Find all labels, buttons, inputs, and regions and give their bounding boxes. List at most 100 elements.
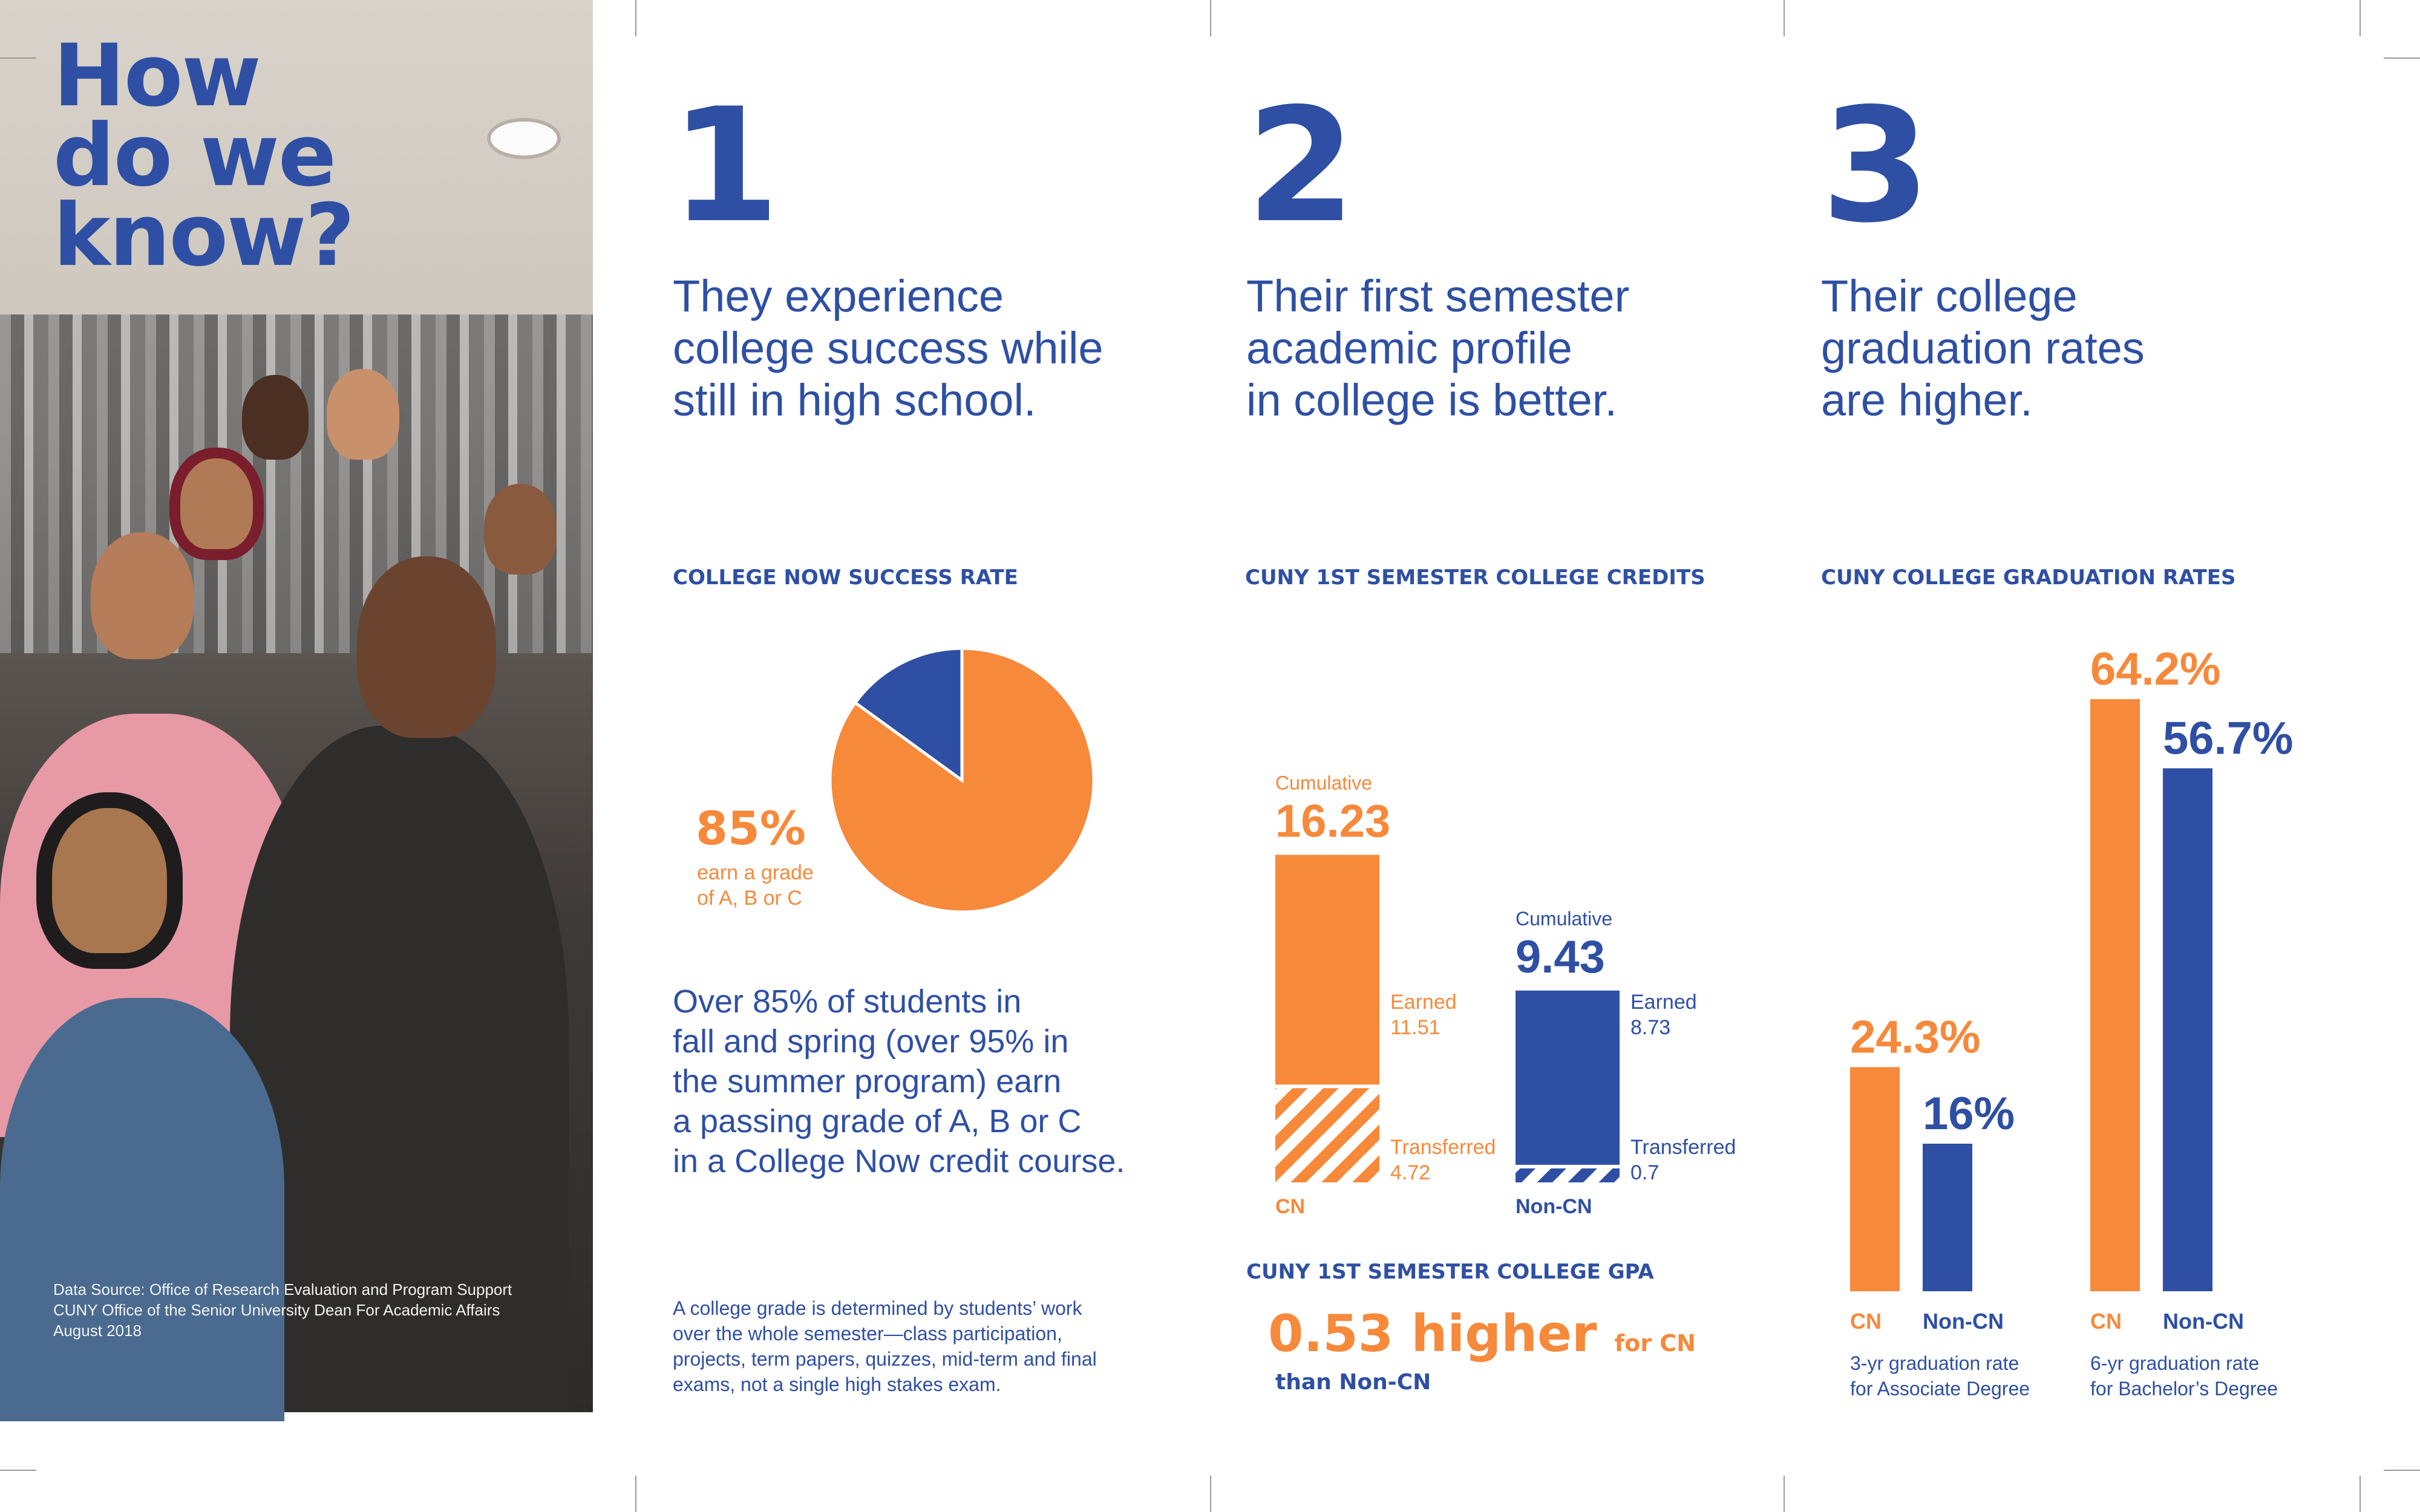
crop-mark [1784, 1476, 1785, 1512]
grade-note: A college grade is determined by student… [673, 1295, 1097, 1397]
section-title: CUNY 1ST SEMESTER COLLEGE CREDITS [1245, 565, 1705, 590]
category-label: Non-CN [1516, 1195, 1592, 1218]
cumulative-value: 9.43 [1516, 931, 1605, 983]
grad-bar-Non-CN [1923, 1144, 1972, 1291]
crop-mark [1210, 0, 1211, 36]
series-value: 8.73 [1630, 1016, 1670, 1039]
gpa-for: for CN [1614, 1330, 1696, 1357]
headline-line: are higher. [1821, 375, 2033, 425]
series-label: Earned [1630, 991, 1697, 1014]
grad-bar-Non-CN [2163, 768, 2212, 1291]
bar-earned-Non-CN [1516, 990, 1620, 1165]
crop-mark [2360, 0, 2361, 36]
column-headline: Their first semester academic profile in… [1246, 270, 1629, 426]
group-caption: 3-yr graduation rate [1850, 1352, 2019, 1374]
hero-line: know? [53, 186, 355, 285]
series-value: 11.51 [1390, 1016, 1441, 1039]
headline-line: They experience [673, 271, 1004, 321]
category-label: Non-CN [2163, 1309, 2244, 1334]
bar-earned-CN [1275, 855, 1379, 1085]
crop-mark [0, 57, 36, 59]
student-figure [230, 726, 569, 1412]
hero-line: How [53, 26, 261, 126]
body-line: a passing grade of A, B or C [673, 1103, 1082, 1139]
body-line: in a College Now credit course. [673, 1143, 1125, 1179]
success-body-copy: Over 85% of students in fall and spring … [673, 982, 1125, 1181]
graduation-chart: 24.3% CN 16% Non-CN 3-yr graduation rate for … [1850, 644, 2294, 1400]
student-face [327, 369, 399, 460]
student-figure [0, 998, 284, 1421]
pie-caption-line: of A, B or C [697, 887, 802, 910]
headline-line: still in high school. [673, 375, 1036, 425]
headline-line: Their college [1821, 271, 2078, 321]
crop-mark [2384, 57, 2420, 59]
cumulative-label: Cumulative [1275, 772, 1372, 793]
cumulative-label: Cumulative [1516, 908, 1612, 930]
source-line: Data Source: Office of Research Evaluati… [53, 1280, 512, 1299]
group-caption: 6-yr graduation rate [2090, 1352, 2259, 1374]
series-value: 4.72 [1390, 1161, 1430, 1184]
student-face [484, 484, 557, 575]
category-label: Non-CN [1923, 1309, 2004, 1334]
bar-transferred-CN [1275, 1088, 1379, 1182]
crop-mark [2360, 1476, 2361, 1512]
column-headline: They experience college success while st… [673, 270, 1104, 426]
student-face [36, 792, 183, 969]
body-line: fall and spring (over 95% in [673, 1023, 1069, 1060]
headline-line: graduation rates [1821, 323, 2145, 373]
hero-line: do we [53, 106, 336, 206]
series-value: 0.7 [1630, 1161, 1659, 1184]
section-title: CUNY COLLEGE GRADUATION RATES [1821, 565, 2236, 590]
pie-caption: earn a grade of A, B or C [697, 860, 814, 911]
headline-line: college success while [673, 323, 1104, 373]
gpa-highlight: 0.53 higher for CN [1268, 1306, 1696, 1370]
column-number: 2 [1246, 75, 1356, 258]
series-label: Transferred [1630, 1136, 1736, 1159]
data-source-note: Data Source: Office of Research Evaluati… [53, 1279, 512, 1341]
grad-bar-value: 56.7% [2163, 712, 2294, 764]
headline-line: Their first semester [1246, 271, 1630, 321]
category-label: CN [1275, 1195, 1305, 1218]
crop-mark [1210, 1476, 1211, 1512]
body-line: Over 85% of students in [673, 983, 1022, 1020]
category-label: CN [1850, 1309, 1882, 1334]
headline-line: academic profile [1246, 323, 1572, 373]
hero-title: How do we know? [53, 26, 355, 285]
student-face [242, 375, 309, 460]
section-title: COLLEGE NOW SUCCESS RATE [673, 565, 1018, 590]
note-line: A college grade is determined by student… [673, 1297, 1082, 1319]
crop-mark [635, 1476, 636, 1512]
crop-mark [1784, 0, 1785, 36]
note-line: over the whole semester—class participat… [673, 1323, 1062, 1344]
column-headline: Their college graduation rates are highe… [1821, 270, 2145, 426]
column-number: 3 [1821, 75, 1931, 258]
grad-bar-CN [2090, 699, 2140, 1291]
student-face [357, 556, 496, 738]
source-line: August 2018 [53, 1321, 142, 1340]
crop-mark [635, 0, 636, 36]
cumulative-value: 16.23 [1275, 795, 1390, 847]
crop-mark [2384, 1470, 2420, 1471]
success-rate-pie [828, 647, 1096, 914]
gpa-than: than Non-CN [1275, 1370, 1431, 1395]
bar-transferred-Non-CN [1516, 1168, 1620, 1182]
series-label: Earned [1390, 991, 1457, 1014]
student-face [91, 532, 194, 659]
grad-bar-value: 64.2% [2090, 644, 2221, 695]
gpa-value: 0.53 higher [1268, 1304, 1597, 1363]
section-title: CUNY 1ST SEMESTER COLLEGE GPA [1246, 1260, 1654, 1284]
crop-mark [0, 1470, 36, 1471]
note-line: exams, not a single high stakes exam. [673, 1374, 1001, 1395]
column-number: 1 [670, 75, 780, 258]
credits-chart: Cumulative16.23CNEarned11.51Transferred4… [1275, 772, 1736, 1218]
category-label: CN [2090, 1309, 2122, 1334]
source-line: CUNY Office of the Senior University Dea… [53, 1301, 500, 1319]
mural-background [0, 314, 593, 653]
pie-caption-line: earn a grade [697, 861, 814, 884]
group-caption: for Associate Degree [1850, 1378, 2030, 1400]
student-face [169, 448, 264, 560]
series-label: Transferred [1390, 1136, 1496, 1159]
headline-line: in college is better. [1246, 375, 1617, 425]
ceiling-light [487, 118, 561, 159]
group-caption: for Bachelor’s Degree [2090, 1378, 2278, 1400]
